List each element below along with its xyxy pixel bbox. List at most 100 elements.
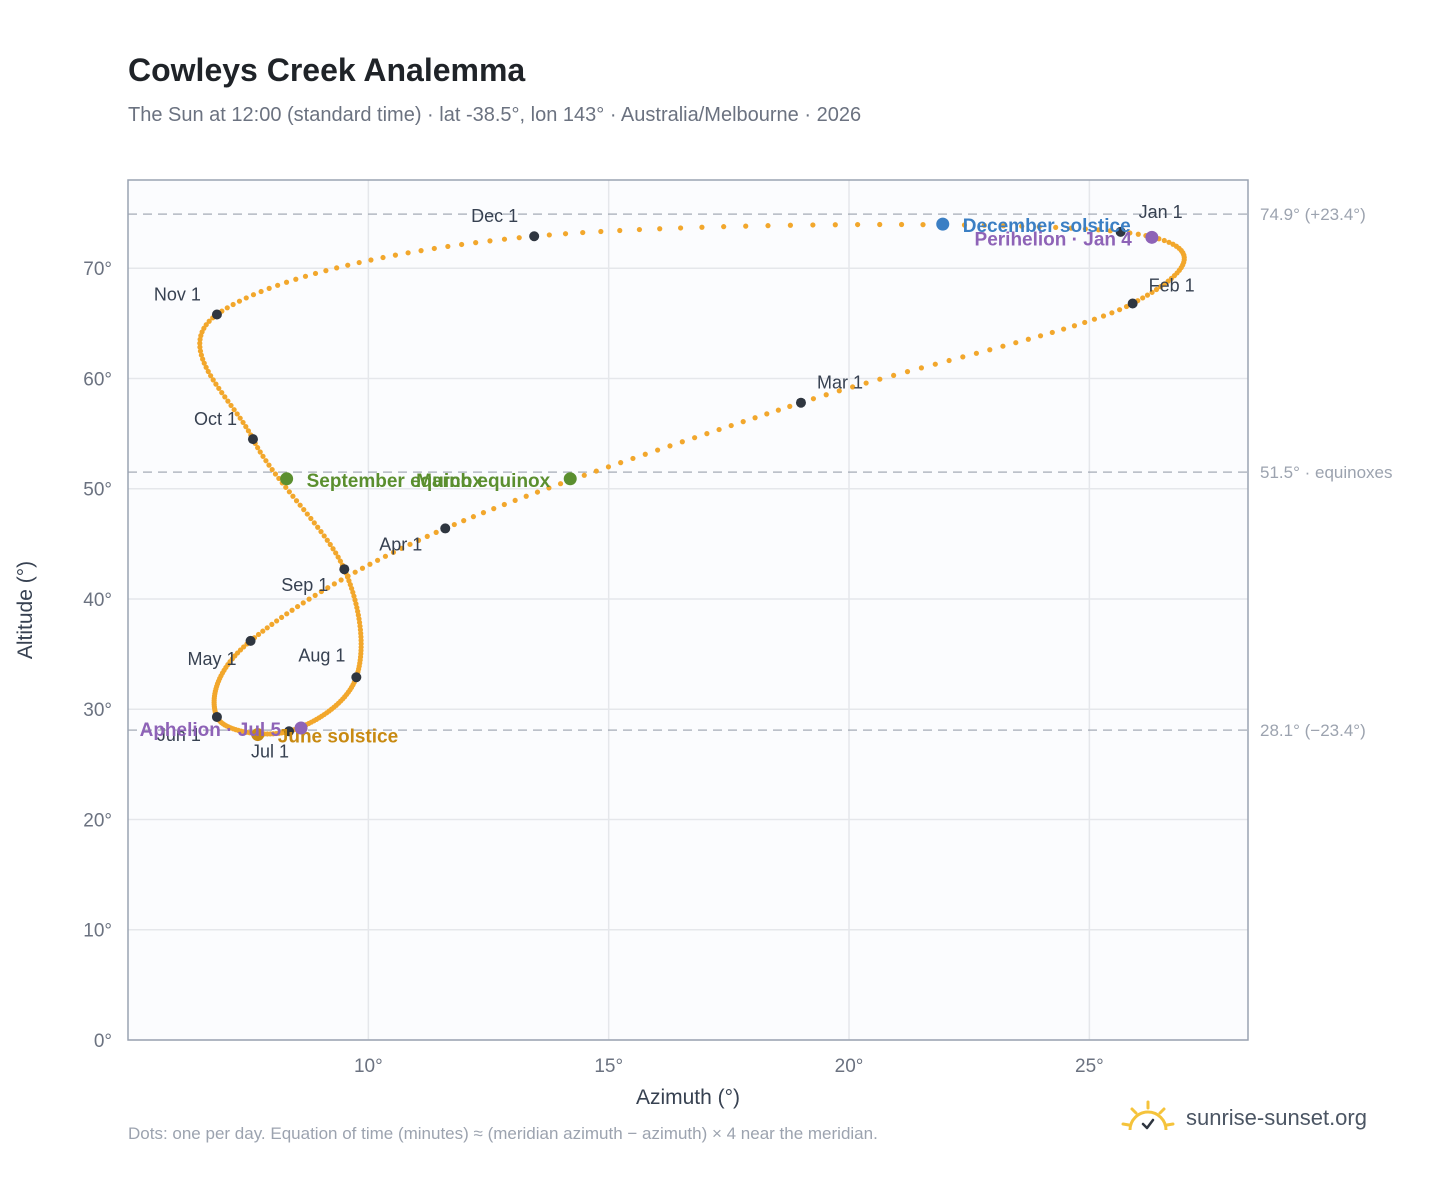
event-label: September equinox	[307, 471, 484, 492]
daily-dot	[855, 221, 861, 228]
y-tick-label: 10°	[83, 921, 112, 942]
daily-dot	[580, 229, 586, 236]
daily-dot	[208, 373, 214, 379]
daily-dot	[461, 518, 467, 524]
daily-dot	[230, 301, 236, 308]
daily-dot	[264, 625, 270, 631]
daily-dot	[390, 549, 397, 555]
daily-dot	[325, 585, 331, 591]
daily-dot	[451, 521, 457, 528]
daily-dot	[752, 415, 758, 421]
daily-dot	[335, 554, 341, 560]
daily-dot	[891, 372, 897, 379]
brand[interactable]: sunrise-sunset.org	[1120, 1100, 1367, 1136]
daily-dot	[304, 511, 310, 517]
brand-name: sunrise-sunset.org	[1186, 1105, 1367, 1130]
plot-area	[128, 180, 1248, 1040]
daily-dot	[236, 298, 243, 304]
event-label: June solstice	[278, 727, 398, 748]
daily-dot	[219, 390, 225, 396]
daily-dot	[283, 279, 290, 285]
daily-dot	[345, 262, 351, 268]
daily-dot	[636, 226, 643, 233]
daily-dot	[206, 318, 212, 324]
y-tick-label: 60°	[83, 369, 112, 390]
daily-dot	[1153, 286, 1160, 293]
chart-title: Cowleys Creek Analemma	[128, 52, 526, 88]
daily-dot	[399, 545, 405, 551]
reference-lines: 74.9° (+23.4°) 51.5° · equinoxes 28.1° (−2…	[128, 205, 1393, 740]
daily-dot	[380, 254, 386, 261]
reference-line-label: 74.9° (+23.4°)	[1260, 205, 1366, 224]
daily-dot	[1109, 310, 1115, 316]
daily-dot	[1127, 230, 1133, 236]
daily-dot	[294, 603, 301, 610]
month-marker	[211, 711, 222, 722]
daily-dot	[197, 344, 203, 350]
daily-dot	[306, 596, 312, 602]
daily-dot	[501, 501, 507, 508]
daily-dot	[284, 611, 290, 617]
daily-dot	[334, 265, 340, 271]
daily-dot	[1082, 226, 1089, 232]
daily-dot	[312, 592, 318, 598]
daily-dot	[286, 489, 292, 495]
daily-dot	[415, 537, 422, 543]
month-label: Jul 1	[251, 741, 289, 761]
event-marker	[1145, 230, 1159, 244]
daily-dot	[237, 415, 243, 421]
daily-dot	[534, 489, 541, 495]
y-tick-label: 70°	[83, 259, 112, 280]
daily-dot	[523, 493, 529, 499]
daily-dot	[228, 402, 234, 409]
daily-dot	[331, 581, 337, 587]
daily-dot	[225, 398, 231, 404]
daily-dot	[581, 472, 587, 478]
month-marker	[211, 309, 222, 320]
daily-dot	[197, 340, 203, 346]
daily-dot	[315, 524, 321, 530]
daily-dot	[245, 428, 252, 434]
grid	[128, 180, 1248, 1041]
daily-dot	[323, 268, 329, 274]
daily-dot	[740, 419, 746, 425]
daily-dot	[255, 445, 261, 451]
daily-dot	[418, 248, 424, 254]
reference-line-label: 51.5° · equinoxes	[1260, 463, 1393, 482]
daily-dot	[877, 221, 883, 228]
daily-dot	[224, 305, 230, 311]
daily-dot	[981, 222, 987, 228]
daily-dot	[302, 273, 309, 279]
daily-dot	[932, 361, 938, 367]
month-marker	[529, 231, 540, 242]
plot-frame	[127, 179, 1249, 1041]
daily-dot	[382, 553, 389, 559]
x-tick-label: 20°	[835, 1056, 864, 1077]
daily-dot	[920, 222, 926, 228]
daily-dot	[1135, 231, 1141, 237]
sun-logo-icon	[1121, 1100, 1175, 1131]
month-label: May 1	[188, 649, 237, 669]
daily-dot	[392, 252, 399, 258]
daily-dot	[356, 259, 362, 266]
daily-dot	[205, 368, 211, 375]
daily-dot	[300, 600, 306, 606]
daily-dot	[272, 471, 279, 477]
daily-dot	[721, 224, 727, 230]
y-axis-label: Altitude (°)	[14, 561, 37, 659]
daily-dot	[213, 381, 219, 387]
daily-dot	[1061, 326, 1067, 332]
daily-dot	[231, 407, 237, 413]
daily-dot	[311, 520, 317, 526]
daily-dot	[1025, 336, 1031, 342]
daily-dot	[836, 388, 842, 394]
daily-dot	[699, 224, 705, 230]
month-label: Mar 1	[817, 373, 863, 393]
daily-dot	[810, 396, 817, 402]
month-marker	[284, 726, 295, 737]
daily-dot	[368, 257, 374, 263]
daily-dot	[222, 394, 228, 400]
daily-dot	[338, 577, 344, 583]
